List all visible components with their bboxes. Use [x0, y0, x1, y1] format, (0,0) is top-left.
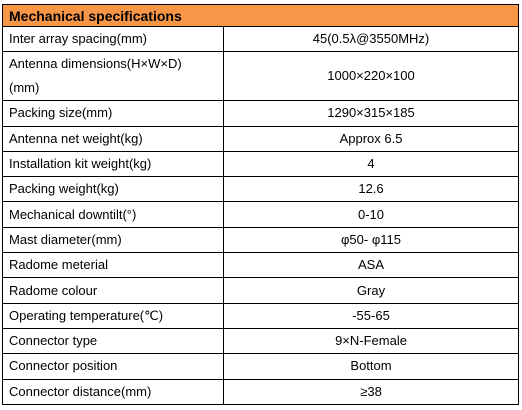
row-value: Bottom [222, 353, 520, 380]
row-label-line1: Antenna dimensions(H×W×D) [9, 56, 182, 72]
row-value: Approx 6.5 [222, 125, 520, 152]
row-label: Radome meterial [2, 252, 224, 279]
row-label: Mast diameter(mm) [2, 226, 224, 254]
row-label: Antenna net weight(kg) [2, 125, 224, 152]
row-label: Connector type [2, 327, 224, 355]
row-value: ASA [222, 252, 520, 279]
row-value: 9×N-Female [222, 327, 520, 355]
table-row: Packing size(mm) 1290×315×185 [2, 100, 520, 127]
row-label: Connector position [2, 353, 224, 380]
table-row: Connector position Bottom [2, 353, 520, 380]
table-row: Operating temperature(℃) -55-65 [2, 302, 520, 329]
table-row: Antenna net weight(kg) Approx 6.5 [2, 125, 520, 152]
table-row: Radome colour Gray [2, 277, 520, 304]
row-value: 1290×315×185 [222, 100, 520, 127]
table-row: Connector distance(mm) ≥38 [2, 378, 520, 405]
row-label: Packing weight(kg) [2, 176, 224, 203]
row-label: Mechanical downtilt(°) [2, 201, 224, 228]
table-row: Antenna dimensions(H×W×D) (mm) 1000×220×1… [2, 51, 520, 102]
row-value: 4 [222, 150, 520, 178]
row-label-line2: (mm) [9, 80, 40, 96]
row-value: 45(0.5λ@3550MHz) [222, 25, 520, 53]
row-label: Connector distance(mm) [2, 378, 224, 405]
row-value: 12.6 [222, 176, 520, 203]
table-row: Mechanical downtilt(°) 0-10 [2, 201, 520, 228]
row-label: Packing size(mm) [2, 100, 224, 127]
row-label: Antenna dimensions(H×W×D) (mm) [2, 51, 224, 102]
table-row: Connector type 9×N-Female [2, 327, 520, 355]
row-value: -55-65 [222, 302, 520, 329]
row-label: Inter array spacing(mm) [2, 25, 224, 53]
table-row: Inter array spacing(mm) 45(0.5λ@3550MHz) [2, 25, 520, 53]
table-row: Packing weight(kg) 12.6 [2, 176, 520, 203]
row-label: Operating temperature(℃) [2, 302, 224, 329]
table-row: Radome meterial ASA [2, 252, 520, 279]
row-label: Installation kit weight(kg) [2, 150, 224, 178]
row-label: Radome colour [2, 277, 224, 304]
table-title-row: Mechanical specifications [1, 4, 520, 27]
row-value: 0-10 [222, 201, 520, 228]
table-row: Mast diameter(mm) φ50- φ115 [2, 226, 520, 254]
table-row: Installation kit weight(kg) 4 [2, 150, 520, 178]
row-value: φ50- φ115 [222, 226, 520, 254]
row-value: ≥38 [222, 378, 520, 405]
row-value: Gray [222, 277, 520, 304]
mechanical-spec-table: Mechanical specifications Inter array sp… [1, 4, 520, 405]
table-title: Mechanical specifications [1, 4, 520, 27]
row-value: 1000×220×100 [222, 51, 520, 102]
